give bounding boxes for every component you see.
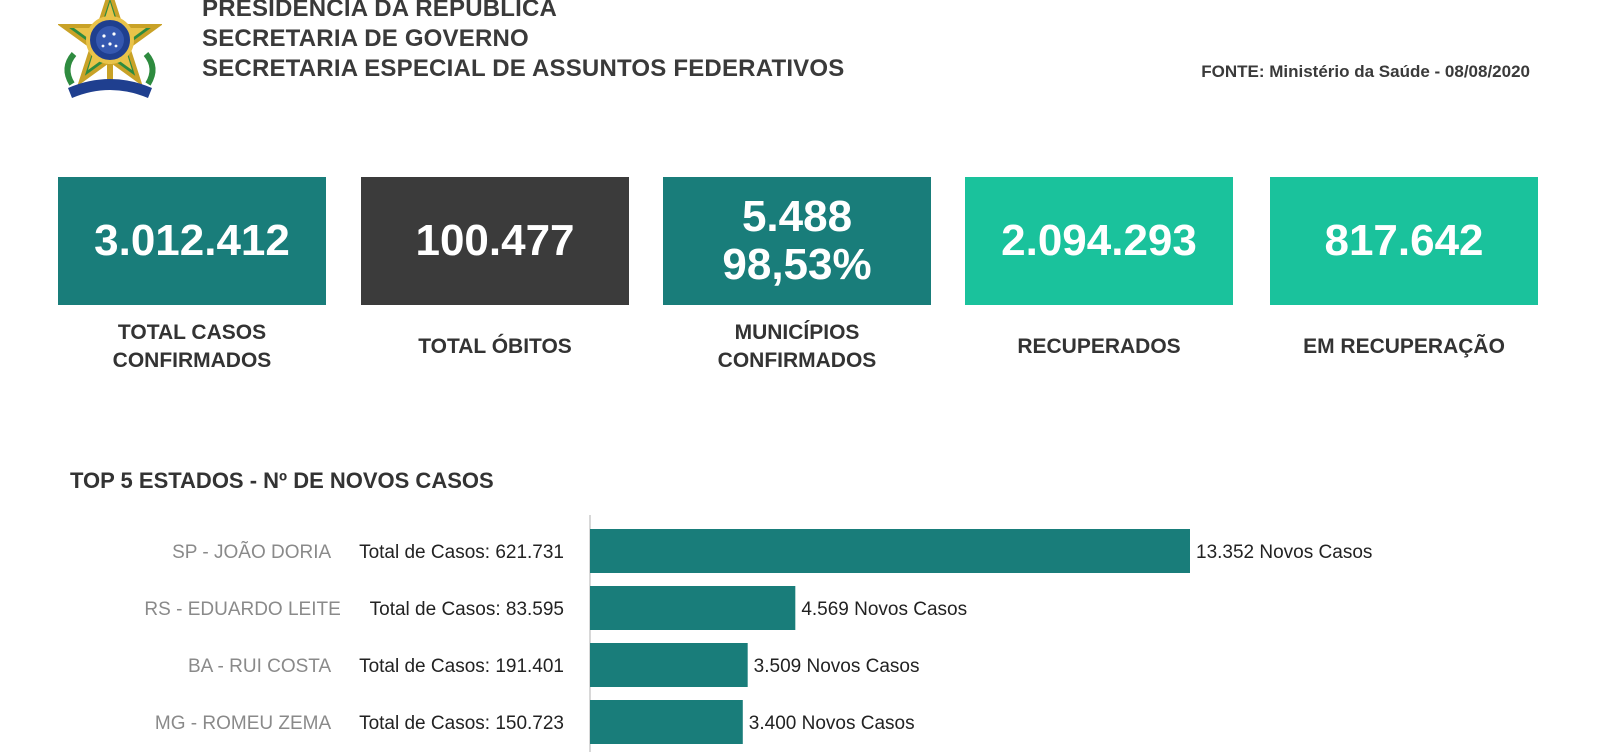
kpi-label-line: CONFIRMADOS (112, 349, 272, 372)
chart-value-label: 3.509 Novos Casos (754, 656, 920, 677)
header-institution: PRESIDÊNCIA DA REPÚBLICA SECRETARIA DE G… (202, 0, 844, 84)
chart-bar (590, 529, 1190, 573)
kpi-in-recovery: 817.642 EM RECUPERAÇÃO (1270, 177, 1538, 361)
kpi-total-deaths: 100.477 TOTAL ÓBITOS (361, 177, 629, 361)
chart-value-label: 4.569 Novos Casos (801, 599, 967, 620)
chart-total-label: Total de Casos: 150.723 (359, 713, 564, 734)
kpi-label-line: MUNICÍPIOS (734, 321, 860, 344)
chart-category-label: RS - EDUARDO LEITE (144, 599, 340, 620)
kpi-recovered: 2.094.293 RECUPERADOS (965, 177, 1233, 361)
kpi-label: TOTAL CASOS CONFIRMADOS (58, 319, 326, 375)
header-line-secretariat: SECRETARIA DE GOVERNO (202, 25, 529, 52)
kpi-label-line: EM RECUPERAÇÃO (1303, 335, 1505, 358)
chart-bar (590, 643, 748, 687)
kpi-label-line: TOTAL CASOS (117, 321, 267, 344)
kpi-value-box: 100.477 (361, 177, 629, 305)
kpi-total-cases: 3.012.412 TOTAL CASOS CONFIRMADOS (58, 177, 326, 375)
chart-total-label: Total de Casos: 621.731 (359, 542, 564, 563)
kpi-value-box: 5.488 98,53% (663, 177, 931, 305)
new-cases-bar-chart: 13.352 Novos Casos Total de Casos: 621.73… (144, 515, 1372, 752)
kpi-label-line: TOTAL ÓBITOS (418, 335, 572, 358)
kpi-value-box: 817.642 (1270, 177, 1538, 305)
kpi-municipalities: 5.488 98,53% MUNICÍPIOS CONFIRMADOS (663, 177, 931, 375)
kpi-label: TOTAL ÓBITOS (361, 333, 629, 361)
kpi-label: MUNICÍPIOS CONFIRMADOS (663, 319, 931, 375)
kpi-label: RECUPERADOS (965, 333, 1233, 361)
chart-value-label: 13.352 Novos Casos (1196, 542, 1372, 563)
chart-category-label: SP - JOÃO DORIA (172, 541, 331, 563)
kpi-value: 100.477 (415, 216, 575, 265)
header-line-special-secretariat: SECRETARIA ESPECIAL DE ASSUNTOS FEDERATI… (202, 55, 845, 82)
kpi-label-line: CONFIRMADOS (717, 349, 877, 372)
kpi-label-line: RECUPERADOS (1017, 335, 1181, 358)
chart-category-label: MG - ROMEU ZEMA (155, 713, 332, 734)
kpi-value: 3.012.412 (94, 216, 290, 265)
chart-total-label: Total de Casos: 83.595 (370, 599, 564, 620)
chart-total-label: Total de Casos: 191.401 (359, 656, 564, 677)
chart-category-label: BA - RUI COSTA (188, 656, 332, 677)
kpi-value: 2.094.293 (1001, 216, 1197, 265)
chart-bar (590, 586, 796, 630)
chart-value-label: 3.400 Novos Casos (749, 713, 915, 734)
chart-bar (590, 700, 743, 744)
brazil-coat-of-arms-emblem (58, 0, 162, 98)
kpi-value-box: 2.094.293 (965, 177, 1233, 305)
header-line-presidency: PRESIDÊNCIA DA REPÚBLICA (202, 0, 558, 22)
kpi-value: 5.488 (741, 192, 853, 241)
kpi-value-box: 3.012.412 (58, 177, 326, 305)
kpi-value: 817.642 (1324, 216, 1484, 265)
source-note: FONTE: Ministério da Saúde - 08/08/2020 (1201, 62, 1530, 81)
chart-title: TOP 5 ESTADOS - Nº DE NOVOS CASOS (70, 468, 494, 493)
kpi-value-percent: 98,53% (722, 240, 872, 289)
kpi-label: EM RECUPERAÇÃO (1270, 333, 1538, 361)
